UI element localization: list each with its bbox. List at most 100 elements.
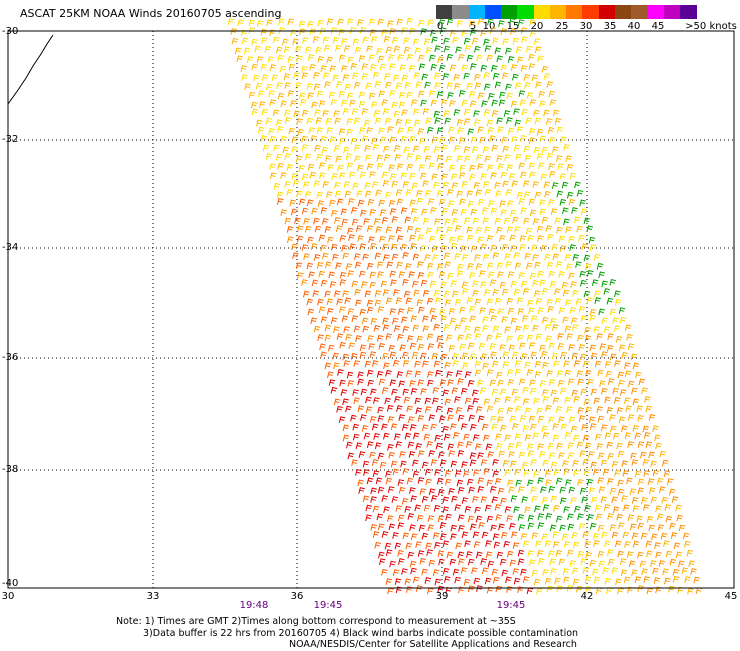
wind-barb <box>670 532 678 539</box>
wind-barb <box>375 189 382 197</box>
wind-barb <box>385 333 393 340</box>
wind-barb <box>632 398 640 406</box>
wind-barb <box>326 191 333 198</box>
wind-barb <box>320 65 327 73</box>
wind-barb <box>388 344 396 352</box>
wind-barb <box>612 317 619 325</box>
wind-barb <box>434 117 442 125</box>
wind-barb <box>554 117 562 125</box>
wind-barb <box>474 326 481 334</box>
wind-barb <box>348 234 355 241</box>
wind-barb <box>496 262 504 270</box>
lat-label: -40 <box>2 578 19 589</box>
wind-barb <box>522 324 530 332</box>
wind-barb <box>381 171 389 179</box>
wind-barb <box>452 360 460 367</box>
colorbar-swatch <box>501 5 518 19</box>
wind-barb <box>509 522 516 530</box>
wind-barb <box>382 243 389 251</box>
wind-barb <box>365 82 373 90</box>
wind-barb <box>433 360 441 368</box>
wind-barb <box>454 324 462 331</box>
colorbar-label: 10 <box>482 21 496 32</box>
wind-barb <box>547 305 555 313</box>
wind-barb <box>388 54 395 61</box>
wind-barb <box>376 47 383 55</box>
wind-barb <box>446 371 453 378</box>
wind-barb <box>540 486 547 494</box>
wind-barb <box>366 369 374 377</box>
wind-barb <box>578 306 586 313</box>
wind-barb <box>466 190 474 198</box>
wind-barb <box>532 432 540 440</box>
wind-barb <box>544 577 552 585</box>
wind-barb <box>652 425 659 433</box>
wind-barb <box>513 577 521 585</box>
colorbar-label: >50 knots <box>685 21 737 32</box>
wind-barb <box>539 380 547 387</box>
wind-barb <box>486 119 494 127</box>
wind-barb <box>347 18 354 26</box>
wind-barb <box>447 379 454 387</box>
wind-barb <box>506 117 513 124</box>
wind-barb <box>307 308 315 316</box>
wind-barb <box>470 208 478 216</box>
wind-barb <box>423 504 431 512</box>
wind-barb <box>434 541 441 549</box>
wind-barb <box>291 136 299 144</box>
wind-barb <box>648 414 656 421</box>
wind-barb <box>461 352 469 360</box>
wind-barb <box>428 450 436 457</box>
wind-barb <box>510 64 518 71</box>
wind-barb <box>626 551 634 559</box>
wind-barb <box>377 406 384 414</box>
wind-barb <box>478 342 486 350</box>
wind-barb <box>550 389 558 397</box>
wind-barb <box>598 452 605 460</box>
wind-barb <box>580 315 588 323</box>
wind-barb <box>511 136 518 143</box>
wind-barb <box>371 101 378 109</box>
wind-barb <box>454 253 461 260</box>
wind-barb <box>472 531 480 539</box>
wind-barb <box>436 155 444 162</box>
wind-barb <box>531 315 538 323</box>
wind-barb <box>316 127 324 134</box>
wind-barb <box>407 416 415 424</box>
wind-barb <box>593 253 601 261</box>
wind-barb <box>512 542 520 549</box>
wind-barb <box>601 280 608 288</box>
wind-barb <box>541 65 549 73</box>
wind-barb <box>324 334 332 342</box>
wind-barb <box>412 280 419 288</box>
wind-barb <box>409 135 416 143</box>
wind-barb <box>324 324 332 332</box>
wind-barb <box>452 290 459 298</box>
wind-barb <box>483 109 491 116</box>
wind-barb <box>507 379 515 386</box>
wind-barb <box>586 297 594 304</box>
wind-barb <box>550 495 558 503</box>
wind-barb <box>686 549 694 557</box>
wind-barb <box>305 46 312 54</box>
wind-barb <box>609 353 617 361</box>
wind-barb <box>404 119 412 126</box>
wind-barb <box>393 325 401 333</box>
wind-barb <box>533 578 541 586</box>
wind-barb <box>366 262 374 270</box>
wind-barb <box>552 541 560 548</box>
wind-barb <box>595 433 602 441</box>
wind-barb <box>500 424 507 432</box>
wind-barb <box>304 225 312 233</box>
wind-barb <box>455 542 462 550</box>
wind-barb <box>546 370 554 377</box>
wind-barb <box>400 460 407 468</box>
wind-barb <box>443 252 451 260</box>
wind-barb <box>480 459 488 466</box>
wind-barb <box>617 450 625 458</box>
wind-barb <box>370 524 378 531</box>
wind-barb <box>662 568 669 576</box>
wind-barb <box>657 477 664 485</box>
wind-barb <box>387 443 394 451</box>
wind-barb <box>399 344 407 352</box>
